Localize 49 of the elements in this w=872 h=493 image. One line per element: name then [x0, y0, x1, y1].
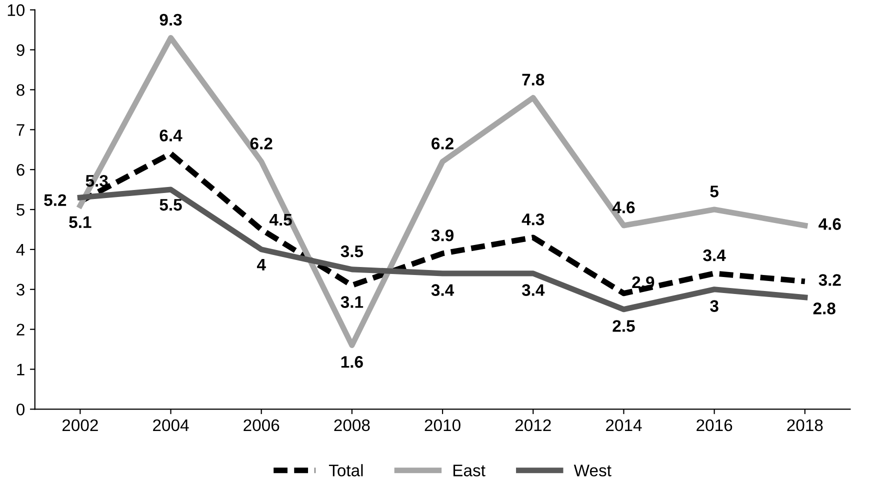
data-label: 5.1 — [69, 216, 92, 228]
data-label: 3.4 — [522, 284, 545, 296]
data-label: 4.3 — [522, 213, 544, 226]
x-tick-label: 2006 — [244, 419, 280, 432]
data-label: 2.5 — [612, 320, 635, 332]
data-label: 5 — [710, 186, 718, 198]
data-label: 3.4 — [703, 249, 726, 262]
data-label: 4.6 — [612, 202, 635, 214]
data-label: 9.3 — [160, 14, 182, 26]
legend-label: West — [574, 464, 612, 476]
data-label: 2.8 — [813, 302, 836, 314]
y-tick-label: 7 — [16, 124, 24, 136]
y-tick-label: 6 — [16, 164, 24, 176]
data-label: 6.4 — [160, 130, 182, 142]
data-label: 4.6 — [818, 218, 841, 230]
data-label: 6.2 — [432, 138, 454, 150]
x-tick-label: 2018 — [787, 419, 823, 432]
y-tick-label: 1 — [17, 364, 24, 376]
y-tick-label: 4 — [16, 244, 25, 256]
y-tick-label: 3 — [16, 284, 24, 296]
data-label: 5.3 — [86, 174, 108, 187]
data-label: 3.1 — [340, 296, 364, 308]
y-tick-label: 5 — [16, 204, 24, 216]
legend-label: East — [453, 464, 486, 476]
data-label: 6.2 — [250, 138, 272, 150]
data-label: 3.4 — [431, 284, 454, 296]
x-tick-label: 2008 — [334, 419, 370, 432]
y-tick-label: 2 — [16, 324, 24, 336]
data-label: 7.8 — [522, 74, 544, 86]
y-tick-label: 10 — [8, 4, 25, 16]
data-label: 4 — [256, 258, 266, 270]
x-tick-label: 2016 — [696, 419, 732, 432]
y-tick-label: 8 — [16, 84, 24, 96]
y-tick-label: 0 — [16, 404, 25, 416]
x-tick-label: 2010 — [424, 419, 460, 432]
x-tick-label: 2004 — [153, 419, 189, 432]
data-label: 3.2 — [818, 274, 841, 286]
data-label: 3.9 — [431, 229, 454, 242]
data-label: 3.5 — [340, 245, 364, 258]
y-tick-label: 9 — [16, 44, 24, 56]
legend-label: Total — [328, 464, 363, 476]
data-label: 5.5 — [160, 199, 182, 211]
x-tick-label: 2012 — [515, 419, 551, 432]
x-tick-label: 2002 — [62, 419, 98, 432]
data-label: 5.2 — [44, 194, 66, 206]
x-tick-label: 2014 — [606, 419, 642, 432]
data-label: 4.5 — [269, 214, 292, 226]
data-label: 3 — [710, 300, 718, 312]
data-label: 1.6 — [341, 356, 363, 368]
